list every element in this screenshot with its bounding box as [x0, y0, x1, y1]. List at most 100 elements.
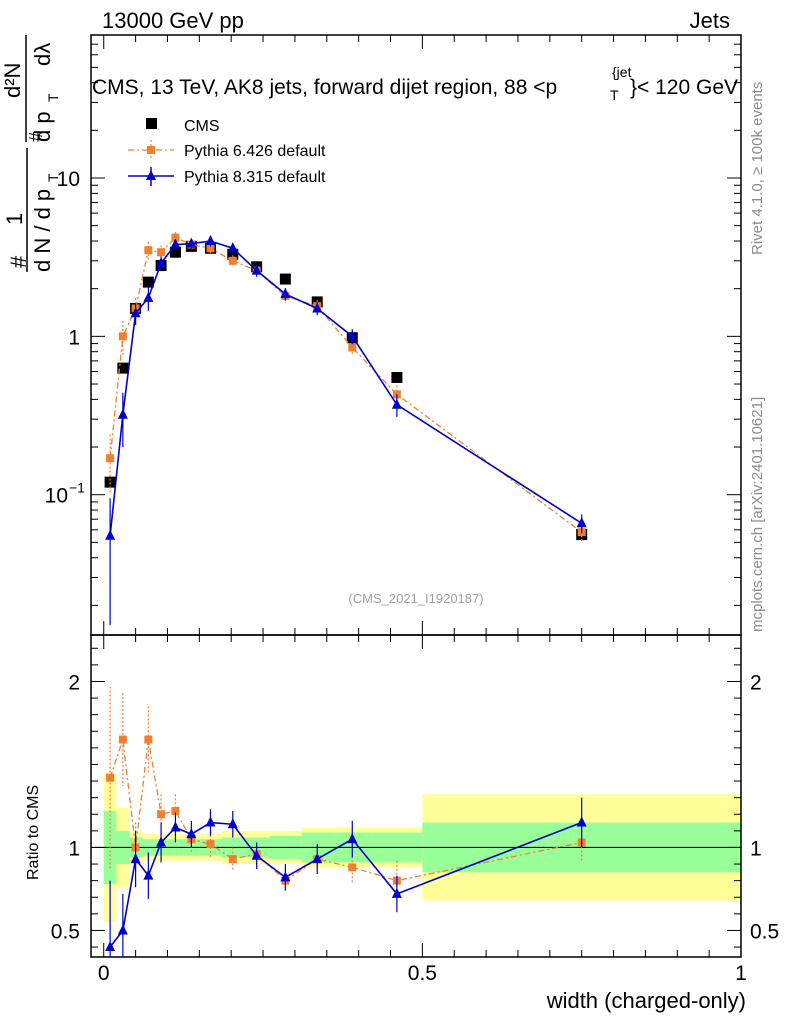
main-point-py8-11: [312, 302, 323, 313]
main-point-py8-9: [251, 264, 262, 275]
main-point-cms-11: [311, 296, 323, 308]
ylabel-d2N: d²N: [0, 63, 25, 98]
plot-title: CMS, 13 TeV, AK8 jets, forward dijet reg…: [92, 64, 738, 103]
title-sup: {jet: [612, 64, 632, 80]
ylabel-one: 1: [2, 213, 27, 225]
ratio-point-py8-9: [251, 849, 262, 860]
ratio-point-py8-13: [391, 887, 402, 898]
main-ytick-label-2: 10: [57, 168, 80, 191]
ratio-point-py6-3: [144, 735, 153, 744]
ratio-point-py8-3: [143, 869, 154, 880]
ratio-point-py6-12: [348, 863, 357, 872]
main-point-py6-7: [206, 244, 215, 253]
ratio-point-py6-1: [118, 735, 127, 744]
main-point-py8-5: [170, 238, 181, 249]
main-point-py8-6: [186, 237, 197, 248]
ratio-ytick-label-left-2: 2: [68, 671, 80, 694]
ylabel-hash2: #: [26, 132, 46, 142]
ratio-ytick-label-left-1: 1: [68, 837, 80, 860]
main-point-cms-10: [279, 273, 291, 285]
main-point-py8-2: [130, 307, 141, 318]
main-line-py8: [109, 240, 583, 536]
main-point-py6-1: [118, 332, 127, 341]
ylabel-hash1: #: [6, 255, 31, 268]
main-point-py6-8: [228, 256, 237, 265]
legend-py8-marker: [146, 170, 156, 180]
ratio-point-py8-1: [117, 924, 128, 935]
legend-cms-marker: [146, 118, 157, 129]
main-point-py6-5: [171, 233, 180, 242]
ratio-point-py8-2: [130, 853, 141, 864]
title-text: CMS, 13 TeV, AK8 jets, forward dijet reg…: [92, 76, 557, 99]
main-point-py6-3: [144, 246, 153, 255]
ratio-plot-frame: [90, 634, 742, 958]
y-axis-label: # 1 d N / d p T # d²N d p T dλ: [0, 35, 61, 272]
main-point-cms-1: [117, 362, 129, 374]
ratio-point-py8-12: [347, 833, 358, 844]
main-ytick-label-0-exp: −1: [69, 480, 85, 496]
x-tick-label-0: 0: [98, 962, 110, 985]
x-tick-label-2: 1: [735, 962, 747, 985]
main-point-py8-4: [156, 257, 167, 268]
rivet-label: Rivet 4.1.0, ≥ 100k events: [749, 82, 766, 255]
legend-py6-marker: [147, 146, 155, 154]
main-point-cms-13: [391, 371, 403, 383]
ratio-point-py6-4: [157, 810, 166, 819]
main-point-cms-0: [104, 476, 116, 488]
main-point-py8-12: [347, 330, 358, 341]
main-line-py6: [109, 236, 583, 533]
ratio-point-py8-14: [576, 816, 587, 827]
ratio-line-py6: [109, 739, 582, 882]
main-point-py8-0: [105, 529, 116, 540]
ratio-ytick-label-right-2: 2: [750, 671, 762, 694]
main-plot-marks: [104, 232, 588, 626]
legend: CMS Pythia 6.426 default Pythia 8.315 de…: [128, 118, 326, 186]
main-point-py6-12: [348, 343, 357, 352]
mcplots-label: mcplots.cern.ch [arXiv:2401.10621]: [749, 397, 766, 632]
ylabel-dlambda: dλ: [30, 43, 55, 66]
ratio-point-py8-7: [205, 816, 216, 827]
energy-label: 13000 GeV pp: [102, 8, 244, 33]
main-point-py8-3: [143, 291, 154, 302]
ylabel-dN-sub: T: [45, 173, 61, 182]
main-point-py6-4: [157, 248, 166, 257]
ratio-point-py8-0: [105, 941, 116, 952]
ratio-point-py8-5: [170, 821, 181, 832]
main-point-cms-5: [169, 246, 181, 258]
category-label: Jets: [690, 8, 730, 33]
legend-cms-label: CMS: [184, 118, 220, 135]
ylabel-dpT: d p: [30, 111, 55, 142]
legend-py6-label: Pythia 6.426 default: [184, 143, 326, 160]
main-point-py8-10: [280, 288, 291, 299]
main-ytick-label-0: 10: [45, 485, 68, 508]
main-point-py8-13: [391, 398, 402, 409]
main-ytick-label-1: 1: [68, 326, 80, 349]
ratio-point-py6-0: [106, 773, 115, 782]
ratio-plot-marks: [105, 686, 587, 957]
title-end: }< 120 GeV: [630, 76, 738, 99]
ratio-point-py8-6: [186, 828, 197, 839]
plot-frames: [90, 34, 742, 958]
x-tick-label-1: 0.5: [408, 962, 437, 985]
ratio-point-py6-5: [171, 806, 180, 815]
ratio-point-py8-11: [312, 853, 323, 864]
ratio-ytick-label-right-1: 1: [750, 837, 762, 860]
ratio-point-py8-10: [280, 871, 291, 882]
main-point-cms-8: [227, 248, 239, 260]
legend-py8-label: Pythia 8.315 default: [184, 169, 326, 186]
ratio-ytick-label-left-0: 0.5: [51, 920, 80, 943]
main-point-py6-0: [106, 454, 115, 463]
main-point-py8-7: [205, 235, 216, 246]
ratio-point-py8-8: [227, 818, 238, 829]
ratio-point-py6-8: [228, 855, 237, 864]
main-point-py8-14: [576, 517, 587, 528]
x-axis-label: width (charged-only): [546, 988, 746, 1013]
ratio-ylabel: Ratio to CMS: [25, 785, 42, 880]
main-point-py8-8: [227, 242, 238, 253]
ratio-point-py6-7: [206, 840, 215, 849]
main-point-cms-3: [142, 276, 154, 288]
ratio-ytick-label-right-0: 0.5: [750, 920, 779, 943]
analysis-reference: (CMS_2021_I1920187): [348, 591, 483, 606]
